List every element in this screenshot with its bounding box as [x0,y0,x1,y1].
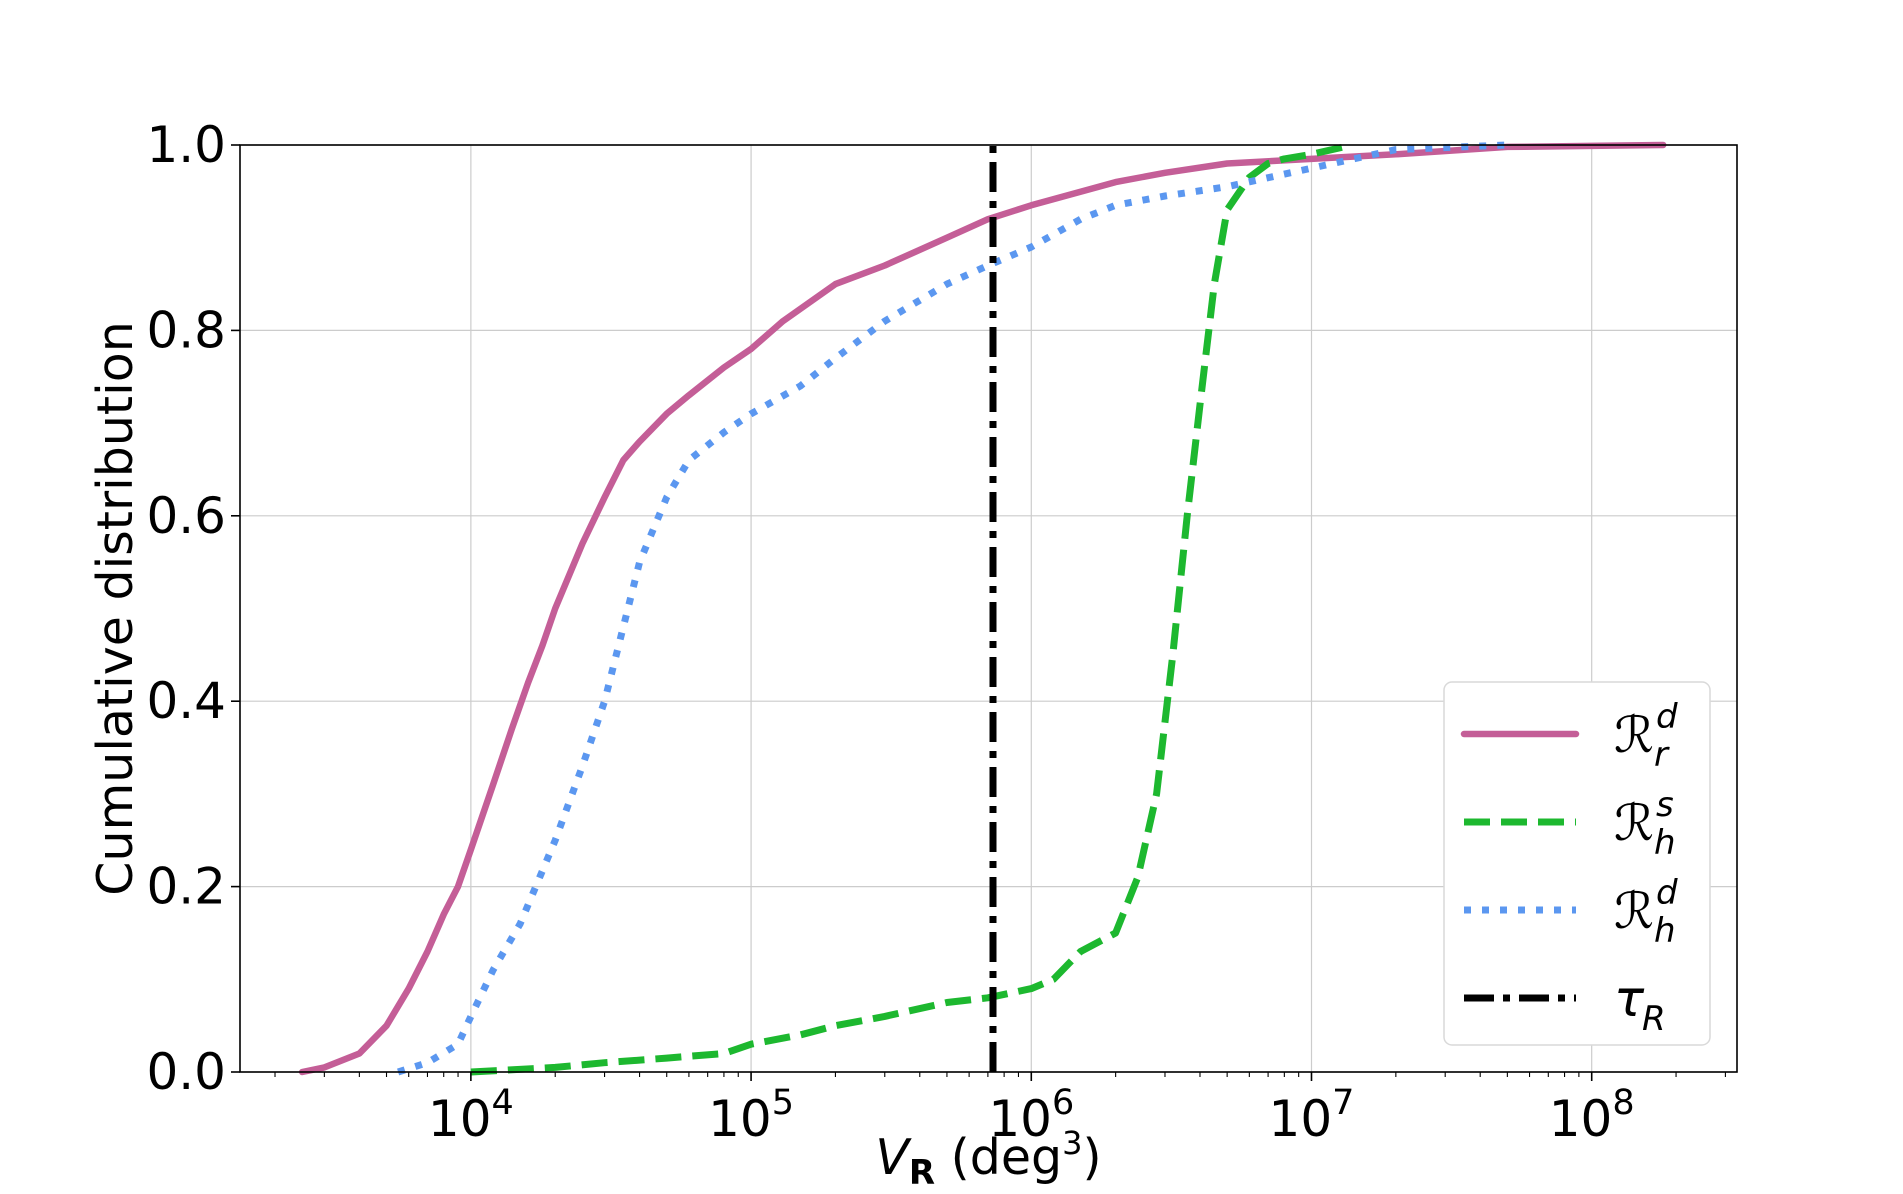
legend-label-superscript: d [1656,873,1678,913]
x-tick-label: 105 [708,1083,794,1148]
legend-label-subscript: h [1654,823,1676,863]
x-tick-label-exponent: 7 [1332,1083,1354,1123]
y-tick-label: 0.0 [146,1043,226,1101]
x-axis-label-subscript: R [909,1153,935,1189]
plot-frame [239,144,1738,1073]
legend-label-subscript: r [1654,735,1670,775]
x-tick-label: 107 [1269,1083,1355,1148]
y-tick-label: 0.8 [146,301,226,359]
legend-label-superscript: s [1656,785,1674,825]
y-axis-label: Cumulative distribution [87,321,144,895]
x-axis-label-unit-superscript: 3 [1062,1124,1082,1162]
x-tick-label: 106 [988,1083,1074,1148]
legend-box [1443,681,1711,1046]
x-tick-label-base: 10 [708,1090,772,1148]
y-tick-label: 0.4 [146,672,226,730]
x-tick-label: 108 [1549,1083,1635,1148]
legend-label-main: ℛ [1614,882,1654,940]
y-tick-label: 0.2 [146,858,226,916]
series-line-r-r-d [298,141,1667,1076]
x-tick-label: 104 [428,1083,514,1148]
x-tick-label-base: 10 [988,1090,1052,1148]
series-line-r-h-d [397,141,1508,1076]
x-tick-label-base: 10 [1549,1090,1613,1148]
x-tick-label-exponent: 5 [772,1083,794,1123]
x-tick-label-base: 10 [1269,1090,1333,1148]
series-lines [298,141,1667,1076]
x-axis-label-variable: V [875,1129,912,1186]
x-axis-label-unit-open: (deg [935,1129,1062,1186]
y-tick-label: 1.0 [146,116,226,174]
legend-label-subscript: R [1642,999,1666,1039]
x-axis-label: VR (deg3) [875,1124,1101,1189]
x-tick-label-exponent: 4 [492,1083,514,1123]
legend-label-subscript: h [1654,911,1676,951]
legend-entry: τR [1464,970,1666,1039]
x-tick-label-exponent: 8 [1612,1083,1634,1123]
legend-label-main: ℛ [1614,706,1654,764]
y-tick-label: 0.6 [146,487,226,545]
series-line-r-h-s [470,141,1354,1076]
x-tick-label-exponent: 6 [1052,1083,1074,1123]
x-tick-label-base: 10 [428,1090,492,1148]
legend-label-superscript: d [1656,697,1678,737]
legend-label-main: τ [1614,970,1645,1028]
legend-label-main: ℛ [1614,794,1654,852]
x-axis-label-unit-close: ) [1083,1129,1102,1186]
